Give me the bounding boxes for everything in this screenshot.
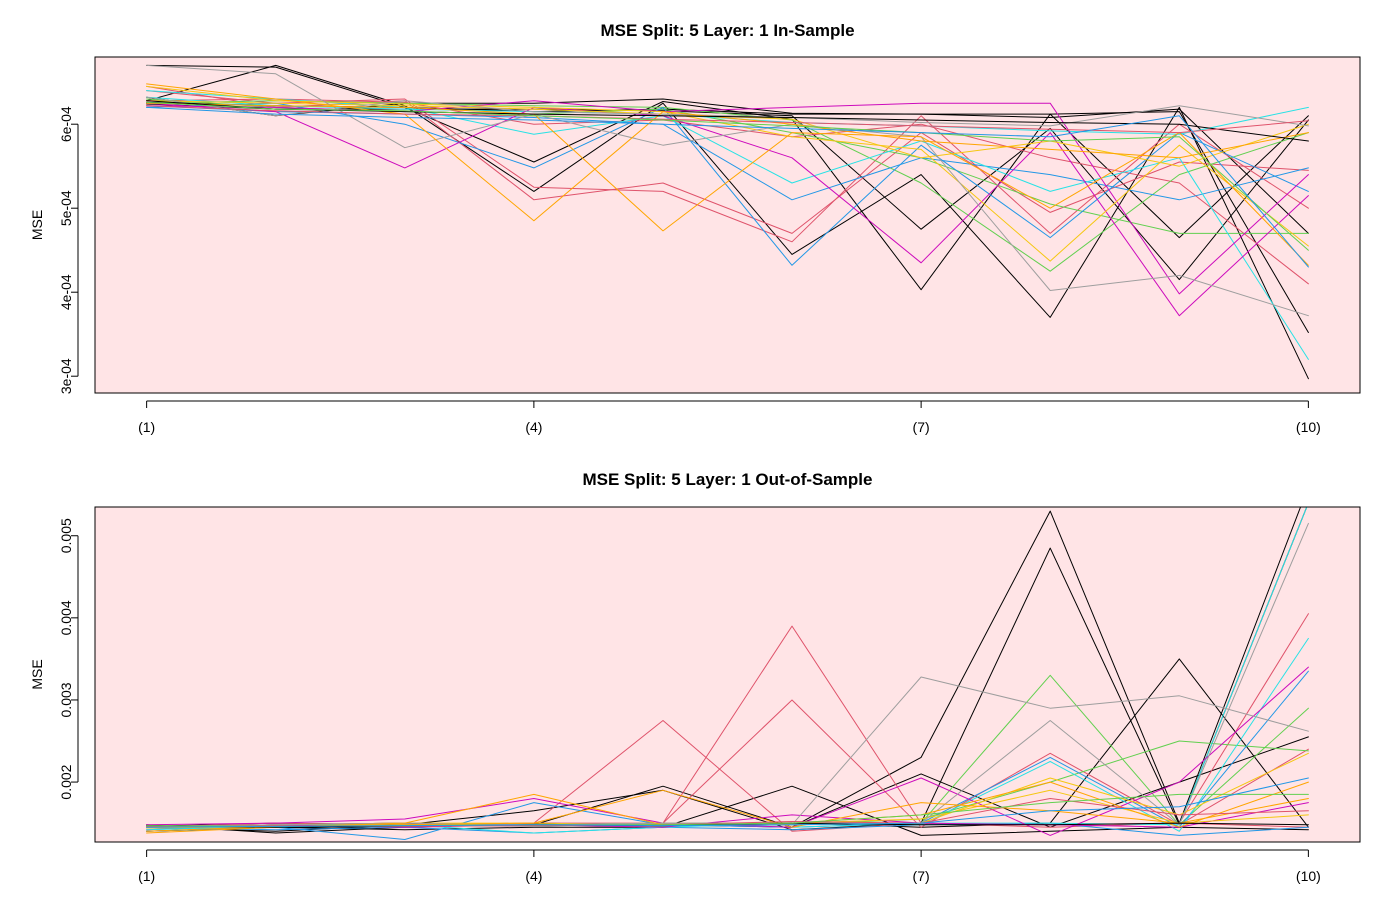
in-sample-y-tick-label: 6e-04 [58,106,74,142]
in-sample-x-tick-label: (4) [525,419,542,435]
out-of-sample-y-tick-label: 0.004 [58,600,74,635]
in-sample-series-line-22 [146,102,1309,266]
in-sample-chart-title: MSE Split: 5 Layer: 1 In-Sample [600,21,854,40]
out-of-sample-y-tick-label: 0.002 [58,764,74,799]
in-sample-series-line-17 [146,85,1309,262]
out-of-sample-series-group [146,507,1309,840]
out-of-sample-series-line-12 [146,822,1309,836]
in-sample-chart: MSE Split: 5 Layer: 1 In-Sample 3e-04 4e-0… [29,21,1361,435]
in-sample-series-line-20 [146,96,1309,127]
in-sample-series-line-24 [146,105,1309,134]
in-sample-y-tick-label: 3e-04 [58,358,74,394]
out-of-sample-y-axis-label: MSE [29,659,45,689]
in-sample-y-axis-label: MSE [29,210,45,240]
in-sample-y-tick-label: 4e-04 [58,274,74,310]
in-sample-series-line-26 [146,106,1309,268]
in-sample-series-line-15 [146,102,1309,317]
in-sample-x-tick-label: (10) [1296,419,1321,435]
out-of-sample-y-tick-label: 0.003 [58,682,74,717]
out-of-sample-plot-background [95,507,1360,842]
out-of-sample-series-line-11 [146,670,1309,840]
out-of-sample-chart-title: MSE Split: 5 Layer: 1 Out-of-Sample [583,470,873,489]
in-sample-y-tick-label: 5e-04 [58,190,74,226]
in-sample-series-line-25 [146,101,1309,251]
in-sample-series-line-13 [146,90,1309,360]
in-sample-series-line-2 [146,64,1309,380]
in-sample-series-line-11 [146,102,1309,266]
in-sample-x-tick-label: (1) [138,419,155,435]
out-of-sample-y-tick-label: 0.005 [58,518,74,553]
out-of-sample-series-line-26 [146,777,1309,828]
in-sample-series-group [146,64,1309,380]
out-of-sample-x-tick-label: (4) [525,868,542,884]
in-sample-plot-border [94,56,1361,394]
in-sample-x-tick-label: (7) [913,419,930,435]
out-of-sample-x-tick-label: (7) [913,868,930,884]
out-of-sample-x-tick-label: (10) [1296,868,1321,884]
out-of-sample-x-tick-label: (1) [138,868,155,884]
out-of-sample-plot-border [94,506,1361,843]
out-of-sample-chart: MSE Split: 5 Layer: 1 Out-of-Sample 0.002… [29,470,1361,884]
